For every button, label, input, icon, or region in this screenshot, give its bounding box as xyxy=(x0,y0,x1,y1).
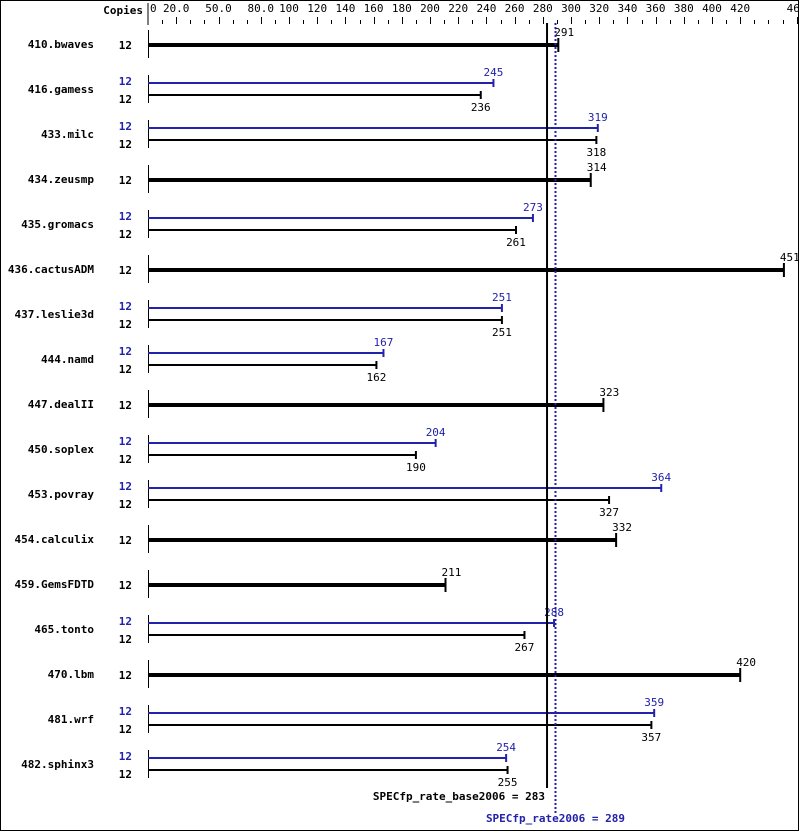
tick-label: 0 xyxy=(150,2,157,15)
tick-label: 240 xyxy=(476,2,496,15)
copies-label: 12 xyxy=(119,768,132,781)
tick-label: 220 xyxy=(448,2,468,15)
base-value-label: 451 xyxy=(780,251,799,264)
benchmark-label: 482.sphinx3 xyxy=(21,758,94,771)
tick-label: 420 xyxy=(730,2,750,15)
copies-label: 12 xyxy=(119,579,132,592)
copies-label: 12 xyxy=(119,93,132,106)
copies-label: 12 xyxy=(119,174,132,187)
benchmark-label: 410.bwaves xyxy=(28,38,94,51)
tick-label: 360 xyxy=(646,2,666,15)
base-value-label: 332 xyxy=(612,521,632,534)
peak-copies-label: 12 xyxy=(119,435,132,448)
peak-value-label: 364 xyxy=(651,471,671,484)
tick-label: 260 xyxy=(505,2,525,15)
peak-value-label: 167 xyxy=(374,336,394,349)
tick-label: 180 xyxy=(392,2,412,15)
base-value-label: 291 xyxy=(554,26,574,39)
copies-label: 12 xyxy=(119,264,132,277)
copies-label: 12 xyxy=(119,669,132,682)
base-value-label: 261 xyxy=(506,236,526,249)
base-value-label: 327 xyxy=(599,506,619,519)
benchmark-label: 481.wrf xyxy=(48,713,94,726)
benchmark-label: 444.namd xyxy=(41,353,94,366)
peak-value-label: 359 xyxy=(644,696,664,709)
peak-copies-label: 12 xyxy=(119,300,132,313)
base-value-label: 251 xyxy=(492,326,512,339)
peak-value-label: 254 xyxy=(496,741,516,754)
peak-copies-label: 12 xyxy=(119,750,132,763)
peak-copies-label: 12 xyxy=(119,480,132,493)
base-value-label: 211 xyxy=(442,566,462,579)
copies-label: 12 xyxy=(119,363,132,376)
tick-label: 280 xyxy=(533,2,553,15)
benchmark-label: 436.cactusADM xyxy=(8,263,94,276)
peak-value-label: 245 xyxy=(484,66,504,79)
benchmark-label: 465.tonto xyxy=(34,623,94,636)
benchmark-label: 434.zeusmp xyxy=(28,173,95,186)
peak-value-label: 319 xyxy=(588,111,608,124)
peak-value-label: 273 xyxy=(523,201,543,214)
benchmark-label: 437.leslie3d xyxy=(15,308,94,321)
tick-label: 160 xyxy=(364,2,384,15)
tick-label: 380 xyxy=(674,2,694,15)
copies-label: 12 xyxy=(119,39,132,52)
base-reference-label: SPECfp_rate_base2006 = 283 xyxy=(373,790,545,803)
base-value-label: 162 xyxy=(366,371,386,384)
benchmark-label: 459.GemsFDTD xyxy=(15,578,95,591)
peak-copies-label: 12 xyxy=(119,615,132,628)
copies-label: 12 xyxy=(119,723,132,736)
tick-label: 460 xyxy=(787,2,799,15)
benchmark-label: 447.dealII xyxy=(28,398,94,411)
benchmark-label: 453.povray xyxy=(28,488,95,501)
base-value-label: 323 xyxy=(599,386,619,399)
peak-value-label: 204 xyxy=(426,426,446,439)
peak-value-label: 251 xyxy=(492,291,512,304)
benchmark-label: 454.calculix xyxy=(15,533,95,546)
tick-label: 20.0 xyxy=(163,2,190,15)
copies-label: 12 xyxy=(119,228,132,241)
tick-label: 140 xyxy=(335,2,355,15)
benchmark-label: 416.gamess xyxy=(28,83,94,96)
base-value-label: 318 xyxy=(586,146,606,159)
copies-header: Copies xyxy=(103,4,143,17)
tick-label: 340 xyxy=(617,2,637,15)
benchmark-label: 470.lbm xyxy=(48,668,95,681)
peak-copies-label: 12 xyxy=(119,120,132,133)
tick-label: 400 xyxy=(702,2,722,15)
base-value-label: 255 xyxy=(498,776,518,789)
tick-label: 300 xyxy=(561,2,581,15)
benchmark-label: 450.soplex xyxy=(28,443,95,456)
base-value-label: 420 xyxy=(736,656,756,669)
copies-label: 12 xyxy=(119,138,132,151)
copies-label: 12 xyxy=(119,633,132,646)
tick-label: 80.0 xyxy=(248,2,275,15)
base-value-label: 267 xyxy=(515,641,535,654)
peak-value-label: 288 xyxy=(544,606,564,619)
peak-copies-label: 12 xyxy=(119,210,132,223)
peak-copies-label: 12 xyxy=(119,705,132,718)
peak-reference-label: SPECfp_rate2006 = 289 xyxy=(486,812,625,825)
tick-label: 120 xyxy=(307,2,327,15)
tick-label: 100 xyxy=(279,2,299,15)
copies-label: 12 xyxy=(119,399,132,412)
base-value-label: 190 xyxy=(406,461,426,474)
copies-label: 12 xyxy=(119,498,132,511)
base-value-label: 236 xyxy=(471,101,491,114)
base-value-label: 314 xyxy=(587,161,607,174)
tick-label: 320 xyxy=(589,2,609,15)
copies-label: 12 xyxy=(119,453,132,466)
tick-label: 200 xyxy=(420,2,440,15)
peak-copies-label: 12 xyxy=(119,75,132,88)
benchmark-label: 433.milc xyxy=(41,128,94,141)
peak-copies-label: 12 xyxy=(119,345,132,358)
copies-label: 12 xyxy=(119,318,132,331)
copies-label: 12 xyxy=(119,534,132,547)
benchmark-label: 435.gromacs xyxy=(21,218,94,231)
tick-label: 50.0 xyxy=(205,2,232,15)
base-value-label: 357 xyxy=(641,731,661,744)
